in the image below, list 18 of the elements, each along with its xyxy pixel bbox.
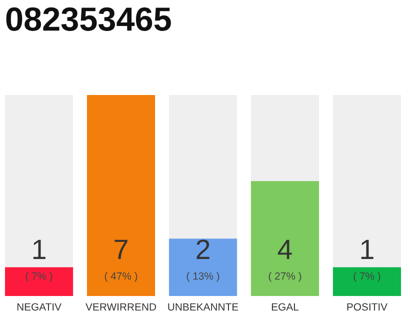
annotation: ( 27% ) <box>268 272 302 282</box>
chart-title: 082353465 <box>6 7 171 31</box>
data-label: 2 <box>196 240 210 259</box>
annotation: ( 13% ) <box>186 272 220 282</box>
annotation: ( 7% ) <box>354 272 380 282</box>
data-label: 1 <box>361 240 374 259</box>
x-tick-label: POSITIV <box>347 303 388 311</box>
annotation: ( 47% ) <box>104 272 138 282</box>
x-tick-label: NEGATIV <box>17 303 62 311</box>
data-label: 1 <box>33 240 46 259</box>
x-tick-label: UNBEKANNTE <box>168 303 238 311</box>
x-tick-label: VERWIRREND <box>86 303 156 310</box>
annotation: ( 7% ) <box>26 272 52 282</box>
data-label: 4 <box>278 240 292 259</box>
bar <box>5 267 74 296</box>
data-label: 7 <box>114 240 128 259</box>
x-tick-label: EGAL <box>272 303 299 311</box>
bar <box>332 267 401 296</box>
